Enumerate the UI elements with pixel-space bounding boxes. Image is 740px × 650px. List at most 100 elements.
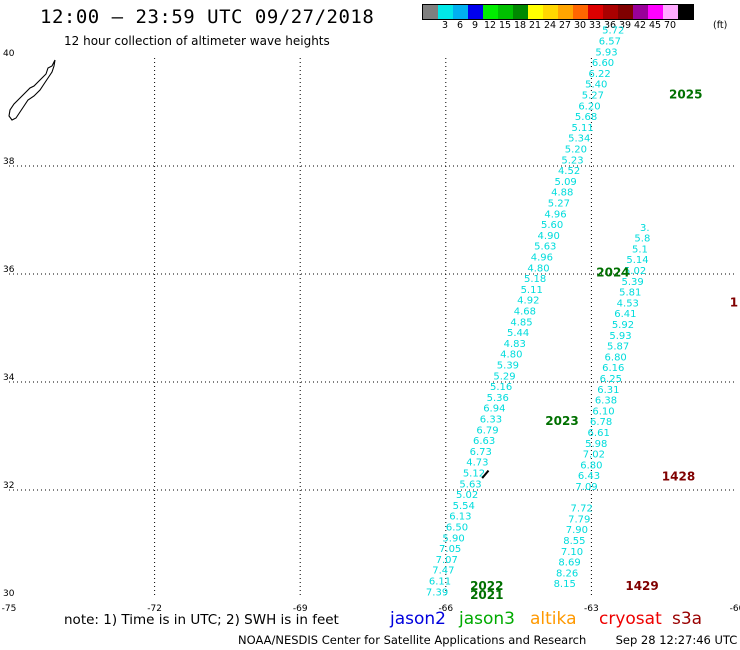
colorbar-swatch — [528, 5, 543, 19]
y-tick-label: 36 — [3, 265, 15, 275]
legend-item-jason3: jason3 — [459, 609, 515, 629]
colorbar-tick-label: 70 — [663, 20, 677, 31]
track-point-label: 6.63 — [473, 436, 495, 447]
track-point-label: 6.20 — [578, 101, 600, 112]
track-point-label: 6.94 — [483, 404, 505, 415]
track-point-label: 6.22 — [589, 69, 611, 80]
track-point-label: 6.50 — [446, 523, 468, 534]
colorbar-tick-label: 9 — [471, 20, 479, 31]
colorbar-tick-label: 30 — [573, 20, 587, 31]
colorbar-swatch — [678, 5, 693, 19]
track-point-label: 5.14 — [626, 255, 648, 266]
track-point-label: 7.90 — [566, 525, 588, 536]
track-point-label: 5.34 — [568, 134, 590, 145]
track-point-label: 4.92 — [517, 296, 539, 307]
track-point-label: 7.05 — [439, 544, 461, 555]
track-point-label: 5.92 — [612, 320, 634, 331]
colorbar-tick-label: 6 — [456, 20, 464, 31]
track-point-label: 5.02 — [456, 490, 478, 501]
time-label: 1429 — [625, 579, 658, 593]
time-label: 2025 — [669, 88, 702, 102]
track-point-label: 4.80 — [500, 350, 522, 361]
track-point-label: 6.25 — [600, 374, 622, 385]
colorbar-tick-label: 27 — [558, 20, 572, 31]
track-point-label: 5.63 — [534, 242, 556, 253]
track-point-label: 6.31 — [597, 385, 619, 396]
track-point-label: 6.38 — [595, 396, 617, 407]
colorbar-swatch — [468, 5, 483, 19]
x-tick-label: -75 — [2, 604, 17, 614]
track-point-label: 5.93 — [609, 331, 631, 342]
time-label: 1 — [730, 295, 738, 309]
colorbar-swatch — [513, 5, 528, 19]
track-point-label: 6.11 — [429, 577, 451, 588]
x-tick-label: -69 — [293, 604, 308, 614]
track-point-label: 6.73 — [470, 447, 492, 458]
track-point-label: 5.81 — [619, 288, 641, 299]
legend-item-altika: altika — [530, 609, 577, 629]
track-point-label: 4.53 — [617, 298, 639, 309]
track-point-label: 5.54 — [453, 501, 475, 512]
page-subtitle: 12 hour collection of altimeter wave hei… — [64, 34, 330, 48]
colorbar-swatch — [483, 5, 498, 19]
track-point-label: 7.39 — [426, 587, 448, 598]
track-point-label: 4.68 — [514, 307, 536, 318]
track-point-label: 5.98 — [585, 439, 607, 450]
track-point-label: 6.79 — [476, 425, 498, 436]
track-point-label: 4.85 — [510, 317, 532, 328]
track-point-label: 6.61 — [588, 428, 610, 439]
colorbar-tick-label: 42 — [633, 20, 647, 31]
colorbar-swatch — [633, 5, 648, 19]
track-point-label: 4.83 — [504, 339, 526, 350]
track-point-label: 5.93 — [595, 47, 617, 58]
track-point-label: 5.18 — [524, 274, 546, 285]
track-point-label: 5.11 — [572, 123, 594, 134]
y-tick-label: 30 — [3, 589, 15, 599]
track-point-label: 4.88 — [551, 188, 573, 199]
colorbar-swatch — [543, 5, 558, 19]
track-point-label: 6.16 — [602, 363, 624, 374]
track-point-label: 5.09 — [555, 177, 577, 188]
track-point-label: 5.68 — [575, 112, 597, 123]
track-point-label: 5.60 — [541, 220, 563, 231]
colorbar-swatch — [588, 5, 603, 19]
y-tick-label: 40 — [3, 49, 15, 59]
colorbar-tick-label: 3 — [441, 20, 449, 31]
track-point-label: 7.07 — [436, 555, 458, 566]
track-point-label: 8.15 — [554, 579, 576, 590]
track-point-label: 6.78 — [590, 417, 612, 428]
track-point-label: 5.23 — [561, 155, 583, 166]
y-tick-label: 32 — [3, 481, 14, 491]
colorbar-swatch — [573, 5, 588, 19]
legend-item-jason2: jason2 — [390, 609, 446, 629]
colorbar-tick-label: 33 — [588, 20, 602, 31]
track-point-label: 5.90 — [442, 533, 464, 544]
track-point-label: 5.40 — [585, 80, 607, 91]
track-point-label: 6.10 — [592, 406, 614, 417]
track-point-label: 5.20 — [565, 145, 587, 156]
page-title: 12:00 – 23:59 UTC 09/27/2018 — [40, 6, 375, 28]
time-label: 2024 — [596, 266, 629, 280]
track-point-label: 5.87 — [607, 342, 629, 353]
colorbar-labels: 3 6 9 12 15 18 21 24 27 30 33 36 39 42 45 70 — [422, 20, 740, 34]
track-point-label: 5.72 — [602, 26, 624, 37]
track-point-label: 5.02 — [624, 266, 646, 277]
track-point-label: 4.90 — [538, 231, 560, 242]
track-point-label: 6.13 — [449, 512, 471, 523]
track-point-label: 6.33 — [480, 415, 502, 426]
track-marker-segment — [481, 469, 490, 479]
colorbar-tick-label: 36 — [603, 20, 617, 31]
coastline-shape — [8, 59, 56, 121]
track-point-label: 8.69 — [558, 558, 580, 569]
track-point-label: 6.60 — [592, 58, 614, 69]
colorbar-tick-label: 12 — [483, 20, 497, 31]
y-tick-label: 38 — [3, 157, 15, 167]
colorbar-tick-label: 21 — [528, 20, 542, 31]
colorbar-tick-label: 15 — [498, 20, 512, 31]
colorbar-swatch — [648, 5, 663, 19]
track-point-label: 6.43 — [578, 471, 600, 482]
track-point-label: 3. — [640, 223, 650, 234]
track-point-label: 5.27 — [582, 91, 604, 102]
footer-credit: NOAA/NESDIS Center for Satellite Applica… — [238, 633, 740, 647]
x-tick-label: -60 — [730, 604, 740, 614]
